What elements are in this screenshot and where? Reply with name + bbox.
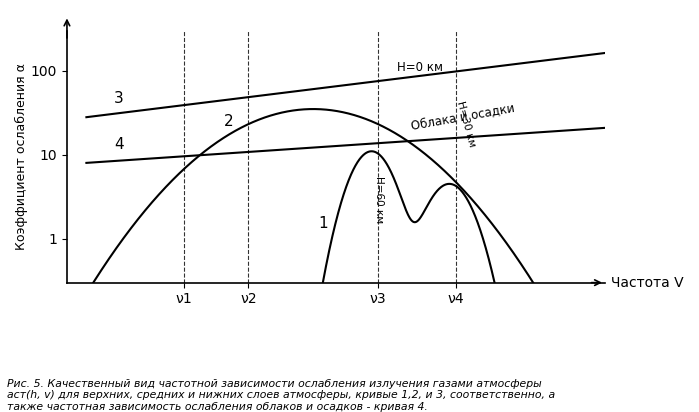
Text: 1: 1 <box>318 216 328 231</box>
Y-axis label: Коэффициент ослабления α: Коэффициент ослабления α <box>15 63 28 250</box>
Text: H=30 км: H=30 км <box>454 101 477 148</box>
Text: 3: 3 <box>114 91 124 106</box>
Text: 2: 2 <box>224 114 233 129</box>
Text: H=0 км: H=0 км <box>398 61 443 73</box>
Text: 4: 4 <box>114 137 124 152</box>
Text: Частота V: Частота V <box>612 276 684 290</box>
Text: Облака и осадки: Облака и осадки <box>410 101 516 132</box>
Text: H=60 км: H=60 км <box>375 176 384 224</box>
Text: Рис. 5. Качественный вид частотной зависимости ослабления излучения газами атмос: Рис. 5. Качественный вид частотной завис… <box>7 379 555 412</box>
